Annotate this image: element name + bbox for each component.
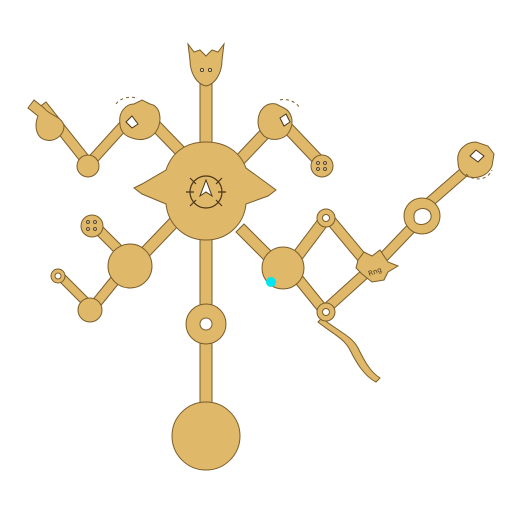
upper-left-creature-room[interactable] bbox=[115, 96, 161, 141]
corridor-top bbox=[199, 79, 213, 151]
left-big-room[interactable] bbox=[107, 243, 153, 289]
horned-gate-icon bbox=[200, 68, 212, 72]
left-ring-room[interactable] bbox=[50, 268, 66, 284]
left-bottom-room[interactable] bbox=[77, 297, 103, 323]
player-location-icon bbox=[266, 277, 276, 287]
ring-room-upper-right[interactable] bbox=[403, 197, 441, 235]
top-gate-room[interactable] bbox=[187, 42, 225, 87]
corridor-tail bbox=[317, 317, 381, 383]
creature-emblem-icon bbox=[125, 115, 139, 129]
dotted-room-left[interactable] bbox=[80, 214, 104, 238]
diamond-bottom-room[interactable] bbox=[316, 302, 336, 322]
dotted-room-right[interactable] bbox=[310, 154, 334, 178]
central-hub-room[interactable] bbox=[133, 141, 277, 241]
left-small-room[interactable] bbox=[76, 154, 100, 178]
creature-emblem-icon bbox=[469, 149, 485, 163]
far-left-key-room[interactable] bbox=[27, 99, 65, 141]
corridors bbox=[37, 79, 477, 409]
right-creature-room[interactable]: Rng bbox=[355, 249, 400, 283]
creature-emblem-icon bbox=[279, 113, 291, 127]
far-right-creature-room[interactable] bbox=[457, 141, 495, 180]
mid-ring-room[interactable] bbox=[185, 303, 227, 345]
diamond-top-room[interactable] bbox=[316, 208, 336, 228]
bottom-big-room[interactable] bbox=[171, 401, 241, 471]
compass-sun-icon bbox=[186, 175, 226, 209]
upper-right-creature-room[interactable] bbox=[257, 99, 301, 140]
